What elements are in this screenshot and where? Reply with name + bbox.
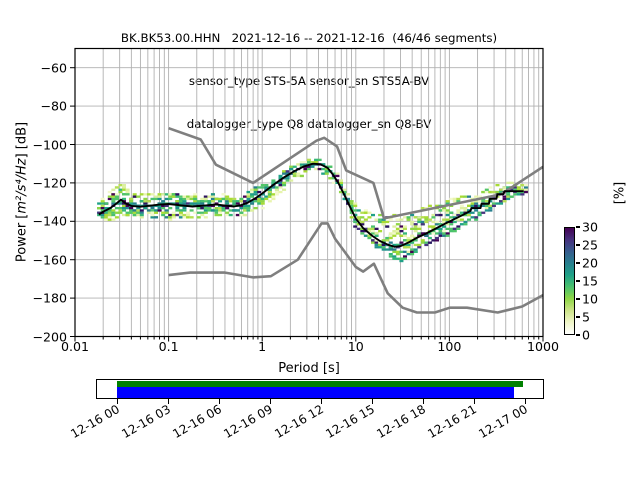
y-tick-label: −140 xyxy=(32,213,67,229)
colorbar-tick-label: 0 xyxy=(582,327,591,343)
y-axis-label-suffix: ] [dB] xyxy=(14,121,30,159)
colorbar-tick xyxy=(576,262,580,264)
colorbar-tick-label: 20 xyxy=(582,255,599,271)
colorbar xyxy=(564,227,575,335)
x-tick-label: 1000 xyxy=(526,339,560,354)
y-tick-label: −120 xyxy=(32,175,67,191)
timeline-tick xyxy=(371,399,373,404)
x-tick-label: 0.01 xyxy=(60,339,90,354)
x-tick-label: 100 xyxy=(437,339,462,354)
plot-title: BK.BK53.00.HHN 2021-12-16 -- 2021-12-16 … xyxy=(120,30,498,45)
timeline-tick xyxy=(473,399,475,404)
y-tick-label: −200 xyxy=(32,329,67,344)
noise-model-low-line xyxy=(168,222,543,314)
timeline-tick xyxy=(218,399,220,404)
y-tick-label: −180 xyxy=(32,290,67,306)
timeline-tick xyxy=(422,399,424,404)
x-axis-label: Period [s] xyxy=(278,361,340,376)
colorbar-tick xyxy=(576,226,580,228)
axes-spines xyxy=(74,47,544,338)
colorbar-tick xyxy=(576,244,580,246)
x-tick-label: 0.1 xyxy=(158,339,179,354)
colorbar-tick xyxy=(576,280,580,282)
plot-area xyxy=(75,48,543,337)
colorbar-tick-label: 5 xyxy=(582,309,591,325)
timeline-tick xyxy=(320,399,322,404)
timeline-tick xyxy=(269,399,271,404)
colorbar-tick xyxy=(576,298,580,300)
timeline-data-coverage-bar xyxy=(116,387,515,398)
noise-model-high-line xyxy=(168,126,543,220)
y-axis-label-prefix: Power [ xyxy=(14,213,30,263)
colorbar-tick-label: 15 xyxy=(582,273,599,289)
timeline-tick xyxy=(524,399,526,404)
colorbar-tick xyxy=(576,316,580,318)
y-axis-label: Power [m²/s⁴/Hz] [dB] xyxy=(15,122,30,262)
timeline-tick xyxy=(167,399,169,404)
x-tick-label: 10 xyxy=(347,339,364,354)
timeline-tick xyxy=(116,399,118,404)
plot-subtitle-datalogger: datalogger_type Q8 datalogger_sn Q8-BV xyxy=(186,117,432,132)
timeline-segment-coverage-bar xyxy=(116,380,524,388)
y-tick-label: −100 xyxy=(32,137,67,152)
y-tick-label: −160 xyxy=(32,252,67,268)
y-tick-label: −60 xyxy=(40,60,67,76)
colorbar-tick-label: 10 xyxy=(582,291,599,307)
y-tick-label: −80 xyxy=(40,98,67,114)
ppsd-mean-line xyxy=(98,162,524,248)
y-axis-label-units: m²/s⁴/Hz xyxy=(14,158,30,214)
colorbar-label: [%] xyxy=(612,181,628,205)
colorbar-tick xyxy=(576,334,580,336)
colorbar-tick-label: 25 xyxy=(582,237,599,253)
ppsd-histogram xyxy=(97,158,528,263)
x-tick-label: 1 xyxy=(258,339,267,354)
colorbar-tick-label: 30 xyxy=(582,219,599,235)
